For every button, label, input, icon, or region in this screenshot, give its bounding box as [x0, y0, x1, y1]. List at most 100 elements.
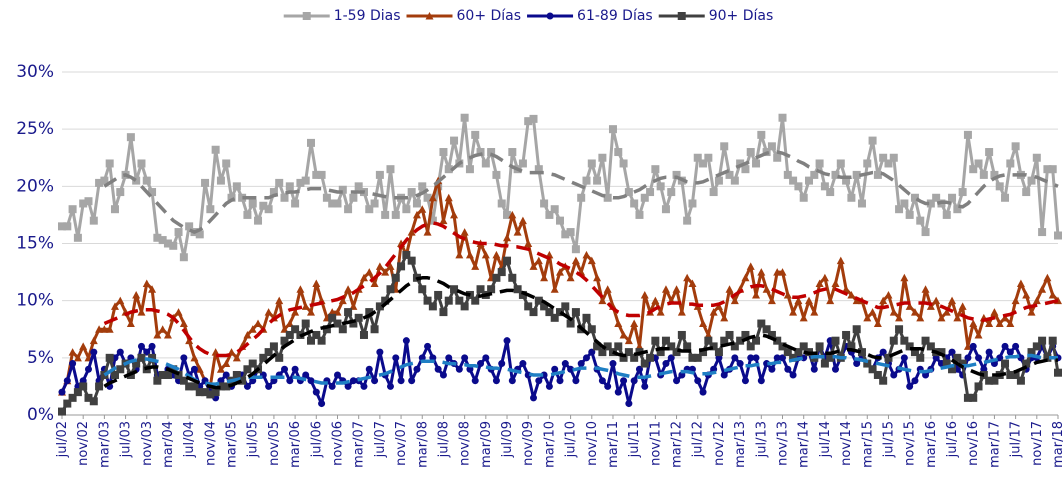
point: [444, 296, 453, 305]
point: [624, 348, 633, 357]
point: [460, 302, 469, 311]
point: [1006, 159, 1015, 168]
point: [784, 365, 792, 373]
point: [1038, 336, 1047, 345]
point: [370, 325, 379, 334]
point: [720, 336, 729, 345]
point: [291, 308, 300, 316]
point: [852, 296, 861, 305]
point: [471, 377, 479, 385]
point: [746, 262, 755, 270]
x-tick-label: jul/11: [627, 421, 642, 458]
point: [397, 377, 405, 385]
point: [651, 165, 660, 174]
point: [370, 279, 379, 288]
point: [84, 197, 93, 206]
point: [481, 159, 490, 168]
point: [1001, 193, 1010, 202]
point: [571, 245, 580, 254]
point: [619, 159, 628, 168]
point: [487, 148, 496, 157]
point: [831, 365, 839, 373]
point: [333, 199, 342, 208]
point: [540, 199, 549, 208]
point: [423, 228, 432, 236]
y-tick-label: 15%: [16, 234, 54, 254]
point: [879, 296, 888, 305]
point: [614, 319, 623, 328]
point: [216, 382, 225, 391]
point: [683, 273, 692, 282]
point: [359, 330, 368, 339]
point: [349, 377, 357, 385]
point: [248, 325, 257, 333]
point: [926, 199, 935, 208]
point: [963, 130, 972, 139]
point: [338, 185, 347, 194]
point: [694, 377, 702, 385]
point: [137, 353, 146, 362]
point: [720, 142, 729, 151]
x-tick-label: jul/15: [881, 421, 896, 458]
point: [863, 359, 872, 368]
point: [402, 337, 410, 345]
point: [773, 354, 781, 362]
x-tick-label: jul/03: [119, 421, 134, 458]
point: [842, 285, 851, 293]
point: [444, 193, 453, 202]
point: [1043, 165, 1052, 174]
point: [714, 176, 723, 185]
point: [190, 353, 199, 362]
point: [1011, 142, 1020, 151]
point: [673, 377, 681, 385]
point: [264, 348, 273, 357]
point: [232, 182, 241, 191]
point: [477, 360, 485, 368]
x-tick-label: mar/08: [415, 421, 430, 468]
point: [1048, 290, 1057, 299]
point: [725, 285, 734, 293]
point: [376, 348, 384, 356]
point: [508, 210, 517, 219]
point: [614, 148, 623, 157]
point: [381, 268, 390, 276]
point: [450, 285, 459, 294]
point: [948, 365, 957, 374]
legend-marker: [546, 12, 554, 20]
point: [386, 285, 395, 294]
point: [291, 199, 300, 208]
point: [651, 336, 660, 345]
point: [163, 370, 172, 379]
point: [285, 182, 294, 191]
point: [89, 336, 98, 345]
point: [778, 342, 787, 351]
point: [741, 165, 750, 174]
point: [63, 399, 72, 408]
point: [709, 308, 718, 316]
point: [190, 365, 198, 373]
point: [375, 262, 384, 270]
point: [206, 205, 215, 214]
point: [524, 302, 533, 311]
point: [105, 159, 114, 168]
point: [731, 354, 739, 362]
point: [884, 353, 893, 362]
point: [116, 296, 125, 305]
point: [741, 377, 749, 385]
x-tick-label: jul/10: [564, 421, 579, 458]
x-tick-label: nov/09: [521, 421, 536, 466]
point: [89, 397, 98, 406]
x-tick-label: jul/02: [55, 421, 70, 458]
point: [439, 216, 448, 225]
point: [905, 342, 914, 351]
point: [370, 199, 379, 208]
y-tick-label: 30%: [16, 62, 54, 82]
point: [937, 348, 946, 357]
point: [640, 359, 649, 368]
point: [513, 228, 522, 236]
point: [58, 222, 66, 231]
point: [672, 285, 681, 293]
point: [1012, 342, 1020, 350]
point: [296, 285, 305, 293]
point: [487, 285, 496, 294]
